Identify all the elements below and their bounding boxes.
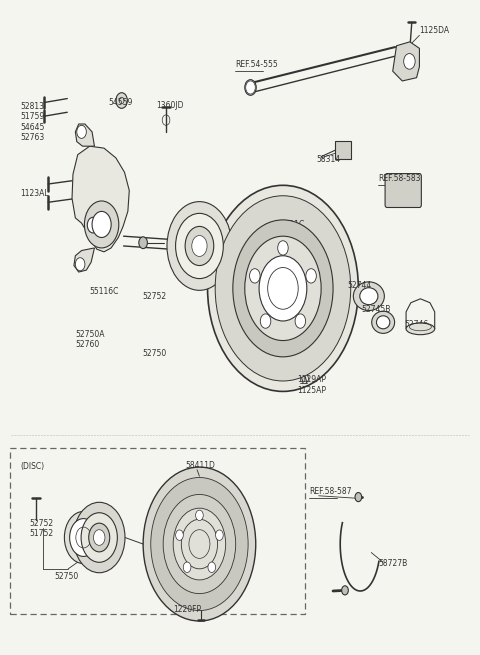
Circle shape xyxy=(215,196,351,381)
Circle shape xyxy=(207,185,359,392)
Text: 1129AP
1125AP: 1129AP 1125AP xyxy=(297,375,326,394)
Ellipse shape xyxy=(376,316,390,329)
Text: 52752
51752: 52752 51752 xyxy=(29,519,53,538)
Circle shape xyxy=(196,510,203,521)
Circle shape xyxy=(208,562,216,572)
Text: 58411D: 58411D xyxy=(185,461,215,470)
Polygon shape xyxy=(75,124,95,146)
Circle shape xyxy=(246,81,255,94)
Circle shape xyxy=(355,493,362,502)
Circle shape xyxy=(192,236,207,256)
Circle shape xyxy=(260,314,271,328)
Polygon shape xyxy=(72,146,129,252)
Ellipse shape xyxy=(245,80,256,96)
Circle shape xyxy=(167,202,232,290)
Text: 52744: 52744 xyxy=(348,280,372,290)
Text: 52813
51759
54645
52763: 52813 51759 54645 52763 xyxy=(21,102,45,142)
Circle shape xyxy=(183,562,191,572)
Bar xyxy=(336,141,351,159)
Text: REF.54-555: REF.54-555 xyxy=(235,60,278,69)
Circle shape xyxy=(163,495,236,593)
Circle shape xyxy=(89,523,110,552)
Text: 52746: 52746 xyxy=(405,320,429,329)
Ellipse shape xyxy=(70,519,97,557)
Text: 1125DA: 1125DA xyxy=(419,26,449,35)
Circle shape xyxy=(84,201,119,248)
Text: 1123AL: 1123AL xyxy=(21,189,49,198)
Text: 1220FP: 1220FP xyxy=(173,605,201,614)
FancyBboxPatch shape xyxy=(385,174,421,208)
Circle shape xyxy=(81,513,117,562)
Circle shape xyxy=(92,212,111,238)
Circle shape xyxy=(77,125,86,138)
Circle shape xyxy=(87,217,99,233)
Circle shape xyxy=(94,530,105,546)
Text: 52750: 52750 xyxy=(54,572,78,581)
Ellipse shape xyxy=(353,282,384,310)
Text: REF.58-583: REF.58-583 xyxy=(378,174,421,183)
Circle shape xyxy=(185,227,214,265)
Text: 52750: 52750 xyxy=(142,349,167,358)
Ellipse shape xyxy=(372,311,395,333)
Text: 58727B: 58727B xyxy=(378,559,408,568)
Circle shape xyxy=(245,236,321,341)
Text: 52750A
52760: 52750A 52760 xyxy=(75,329,105,349)
Text: 1360JD: 1360JD xyxy=(156,102,184,110)
Text: (DISC): (DISC) xyxy=(21,462,45,471)
Circle shape xyxy=(306,269,316,283)
Circle shape xyxy=(404,54,415,69)
Text: REF.58-587: REF.58-587 xyxy=(309,487,352,496)
Text: 52745B: 52745B xyxy=(362,305,391,314)
Circle shape xyxy=(216,530,223,540)
Text: 58411C: 58411C xyxy=(276,220,305,229)
Circle shape xyxy=(116,93,127,108)
Circle shape xyxy=(176,214,223,278)
Circle shape xyxy=(75,257,85,271)
Circle shape xyxy=(250,269,260,283)
Circle shape xyxy=(176,530,183,540)
Bar xyxy=(10,448,305,614)
Circle shape xyxy=(151,477,248,610)
Circle shape xyxy=(173,508,226,580)
Ellipse shape xyxy=(360,288,378,305)
Circle shape xyxy=(278,241,288,255)
Text: 55116C: 55116C xyxy=(90,287,119,296)
Circle shape xyxy=(233,220,333,357)
Polygon shape xyxy=(74,248,95,272)
Text: 58314: 58314 xyxy=(316,155,340,164)
Circle shape xyxy=(259,255,307,321)
Text: 52714: 52714 xyxy=(78,540,102,548)
Circle shape xyxy=(342,586,348,595)
Ellipse shape xyxy=(64,512,103,563)
Circle shape xyxy=(139,237,147,249)
Circle shape xyxy=(73,502,125,572)
Text: 54559: 54559 xyxy=(109,98,133,107)
Ellipse shape xyxy=(406,323,435,335)
Circle shape xyxy=(143,467,256,621)
Text: 52752: 52752 xyxy=(142,291,166,301)
Ellipse shape xyxy=(86,212,100,238)
Circle shape xyxy=(295,314,306,328)
Polygon shape xyxy=(393,42,420,81)
